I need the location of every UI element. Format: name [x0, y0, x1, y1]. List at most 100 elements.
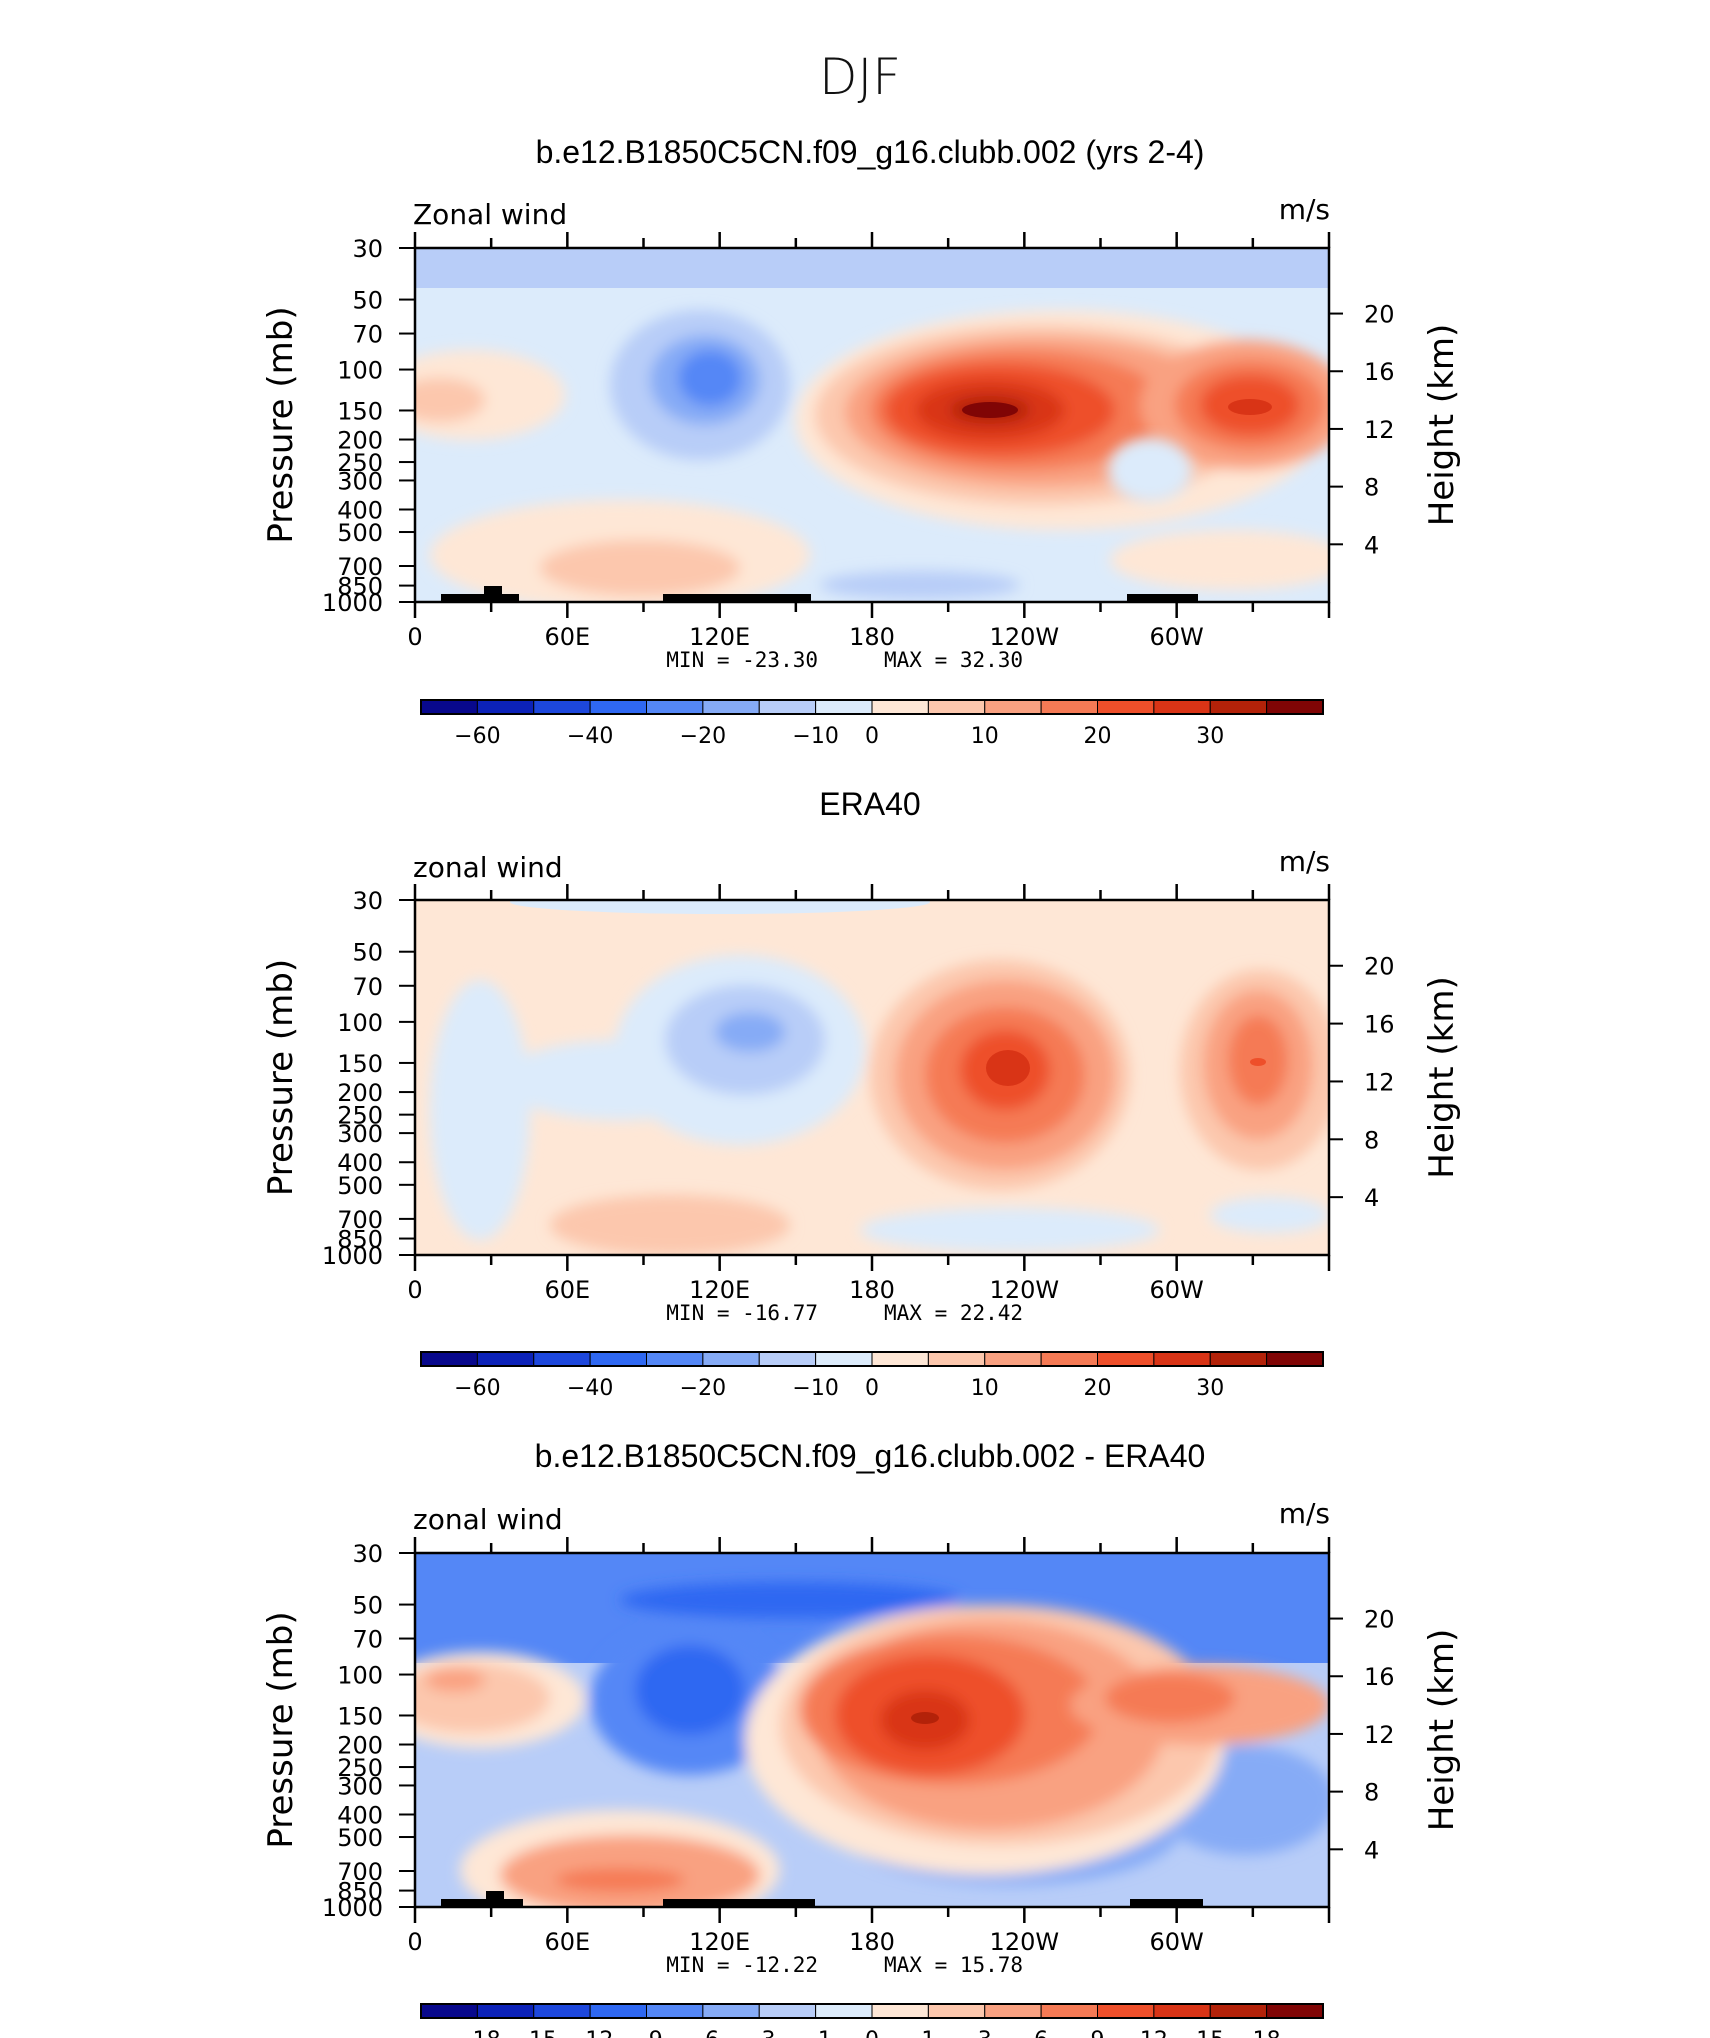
- contour-lower-warm-2: [1110, 530, 1329, 590]
- contour-jet-max: [962, 402, 1018, 418]
- pressure-tick-label: 100: [337, 1662, 383, 1690]
- colorbar-frame: [420, 699, 1324, 715]
- colorbar-swatch: [758, 1351, 817, 1367]
- colorbar-label: −40: [567, 1376, 613, 1401]
- height-tick-label: 12: [1364, 416, 1395, 444]
- pressure-tick-label: 150: [337, 1050, 383, 1078]
- contour-west-jet-core: [415, 378, 485, 422]
- contour-top-easterly: [510, 900, 930, 914]
- contour-surface-easterly: [860, 1208, 1160, 1252]
- pressure-tick-label: 850: [337, 1878, 383, 1906]
- lon-tick-label: 60W: [1150, 623, 1204, 651]
- pressure-tick-label: 300: [337, 1772, 383, 1800]
- colorbar-swatch: [1040, 699, 1098, 715]
- colorbar-swatch: [702, 2003, 760, 2019]
- colorbar-swatch: [871, 1351, 929, 1367]
- colorbar-label: −60: [454, 724, 500, 749]
- pressure-tick-label: 500: [337, 1172, 383, 1200]
- max-label: MAX = 22.42: [884, 1301, 1023, 1325]
- pressure-tick-label: 1000: [322, 589, 383, 617]
- height-tick-label: 20: [1364, 1606, 1395, 1634]
- field-label: Zonal wind: [413, 198, 567, 231]
- units-label: m/s: [1279, 845, 1330, 878]
- pressure-tick-label: 200: [337, 1079, 383, 1107]
- lon-tick-label: 60W: [1150, 1928, 1204, 1956]
- pressure-tick-label: 850: [337, 1226, 383, 1254]
- colorbar-label: −60: [454, 1376, 500, 1401]
- colorbar-swatch: [815, 699, 873, 715]
- pressure-tick-label: 70: [352, 1626, 383, 1654]
- contour-field: [415, 1553, 1329, 1907]
- colorbar-label: 10: [971, 724, 999, 749]
- lon-tick-label: 120E: [689, 623, 750, 651]
- colorbar-swatch: [758, 2003, 817, 2019]
- contour-lower-warm: [550, 1195, 790, 1255]
- pressure-tick-label: 500: [337, 1824, 383, 1852]
- y-axis-title-right: Height (km): [1422, 324, 1462, 527]
- contour-easterly-west: [430, 980, 530, 1240]
- colorbar-swatch: [1153, 2003, 1211, 2019]
- height-tick-label: 20: [1364, 301, 1395, 329]
- colorbar-swatch: [476, 699, 535, 715]
- field-label: zonal wind: [413, 1503, 563, 1536]
- colorbar-label: 0: [865, 724, 879, 749]
- pressure-tick-label: 100: [337, 1009, 383, 1037]
- contour-east-jet-core: [1105, 1673, 1235, 1723]
- height-tick-label: 4: [1364, 531, 1379, 559]
- colorbar-label: 20: [1084, 1376, 1112, 1401]
- lon-tick-label: 180: [849, 623, 895, 651]
- pressure-tick-label: 700: [337, 1206, 383, 1234]
- min-label: MIN = -16.77: [666, 1301, 818, 1325]
- height-tick-label: 16: [1364, 1663, 1395, 1691]
- colorbar-label: 0: [865, 2028, 879, 2038]
- colorbar-swatch: [1266, 2003, 1324, 2019]
- panel-reanalysis: ERA40 zonal wind m/s: [261, 786, 1462, 1401]
- pressure-tick-label: 30: [352, 1540, 383, 1568]
- pressure-tick-label: 1000: [322, 1894, 383, 1922]
- colorbar-label: 20: [1084, 724, 1112, 749]
- min-label: MIN = -23.30: [666, 648, 818, 672]
- pressure-tick-label: 1000: [322, 1242, 383, 1270]
- lon-tick-label: 180: [849, 1928, 895, 1956]
- contour-jet2-max: [1250, 1058, 1266, 1066]
- colorbar-swatch: [533, 699, 591, 715]
- height-tick-label: 8: [1364, 1779, 1379, 1807]
- colorbar-swatch: [702, 1351, 760, 1367]
- contour-jet2-max: [1228, 399, 1272, 415]
- contour-lower-core: [540, 540, 740, 596]
- height-tick-label: 4: [1364, 1184, 1379, 1212]
- pressure-tick-label: 30: [352, 887, 383, 915]
- colorbar-swatch: [984, 1351, 1042, 1367]
- colorbar-swatch: [420, 1351, 478, 1367]
- panel-difference: b.e12.B1850C5CN.f09_g16.clubb.002 - ERA4…: [261, 1438, 1462, 2038]
- colorbar-swatch: [646, 699, 704, 715]
- topography: [441, 586, 1198, 602]
- contour-top-band: [415, 248, 1329, 288]
- max-label: MAX = 32.30: [884, 648, 1023, 672]
- colorbar: −18 −15 −12 −9 −6 −3 −1 0 1 3 6 9 12 15 18: [420, 2003, 1324, 2038]
- contour-jet-max: [911, 1712, 939, 1724]
- colorbar-swatch: [1097, 2003, 1155, 2019]
- colorbar-label: 15: [1196, 2028, 1224, 2038]
- units-label: m/s: [1279, 193, 1330, 226]
- field-label: zonal wind: [413, 851, 563, 884]
- topography: [441, 1891, 1203, 1907]
- height-tick-label: 12: [1364, 1721, 1395, 1749]
- contour-subsidence: [1108, 438, 1192, 502]
- colorbar-label: −20: [680, 724, 726, 749]
- y-axis-title: Pressure (mb): [261, 1611, 301, 1848]
- colorbar-swatch: [589, 1351, 647, 1367]
- colorbar-label: 1: [921, 2028, 935, 2038]
- colorbar-swatch: [702, 699, 760, 715]
- colorbar-swatch: [1209, 2003, 1268, 2019]
- lon-tick-label: 60W: [1150, 1276, 1204, 1304]
- pressure-tick-label: 300: [337, 1120, 383, 1148]
- lon-tick-label: 180: [849, 1276, 895, 1304]
- contour-jet-max: [986, 1050, 1030, 1086]
- pressure-tick-label: 400: [337, 1149, 383, 1177]
- lon-tick-label: 120E: [689, 1928, 750, 1956]
- colorbar-label: −1: [799, 2028, 831, 2038]
- colorbar-swatch: [815, 1351, 873, 1367]
- colorbar-swatch: [927, 2003, 986, 2019]
